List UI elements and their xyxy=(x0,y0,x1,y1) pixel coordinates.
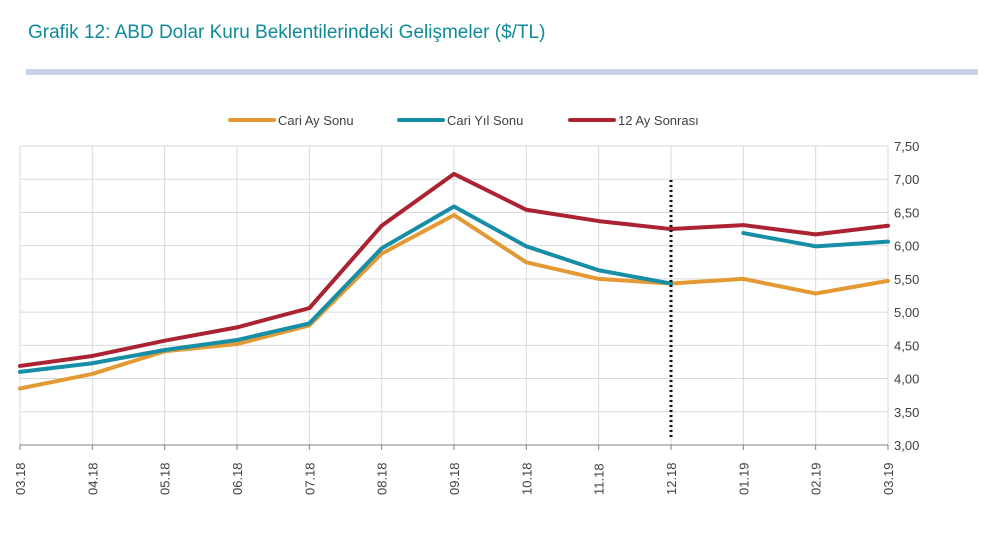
y-tick-label: 3,50 xyxy=(894,405,919,420)
x-tick-label: 07.18 xyxy=(302,462,317,495)
x-tick-label: 09.18 xyxy=(447,462,462,495)
x-tick-label: 03.18 xyxy=(13,462,28,495)
legend: Cari Ay Sonu Cari Yıl Sonu 12 Ay Sonrası xyxy=(228,113,699,128)
x-tick-label: 03.19 xyxy=(881,462,896,495)
series-lines xyxy=(18,171,890,391)
y-tick-label: 4,00 xyxy=(894,372,919,387)
x-tick-label: 06.18 xyxy=(230,462,245,495)
y-tick-label: 7,50 xyxy=(894,139,919,154)
x-tick-label: 12.18 xyxy=(664,462,679,495)
y-tick-label: 3,00 xyxy=(894,438,919,453)
y-tick-label: 6,50 xyxy=(894,205,919,220)
x-tick-label: 01.19 xyxy=(736,462,751,495)
x-tick-label: 08.18 xyxy=(375,462,390,495)
x-tick-label: 11.18 xyxy=(592,463,607,495)
series-line xyxy=(18,171,890,368)
x-tick-label: 02.19 xyxy=(809,462,824,495)
grid xyxy=(19,145,889,446)
x-tick-label: 10.18 xyxy=(519,462,534,495)
y-tick-label: 5,50 xyxy=(894,272,919,287)
legend-label: 12 Ay Sonrası xyxy=(618,113,699,128)
y-tick-label: 6,00 xyxy=(894,239,919,254)
y-tick-label: 7,00 xyxy=(894,172,919,187)
x-tick-label: 04.18 xyxy=(85,462,100,495)
series-line xyxy=(741,231,890,249)
axes: 3,00 3,50 4,00 4,50 5,00 5,50 6,00 6,50 7,00 7,50… xyxy=(13,139,919,495)
x-tick-label: 05.18 xyxy=(158,462,173,495)
chart-title: Grafik 12: ABD Dolar Kuru Beklentilerind… xyxy=(28,22,546,43)
series-line xyxy=(18,204,673,374)
y-tick-label: 4,50 xyxy=(894,338,919,353)
y-tick-label: 5,00 xyxy=(894,305,919,320)
legend-label: Cari Yıl Sonu xyxy=(447,113,523,128)
title-underline-bar xyxy=(26,69,978,75)
legend-label: Cari Ay Sonu xyxy=(278,113,354,128)
